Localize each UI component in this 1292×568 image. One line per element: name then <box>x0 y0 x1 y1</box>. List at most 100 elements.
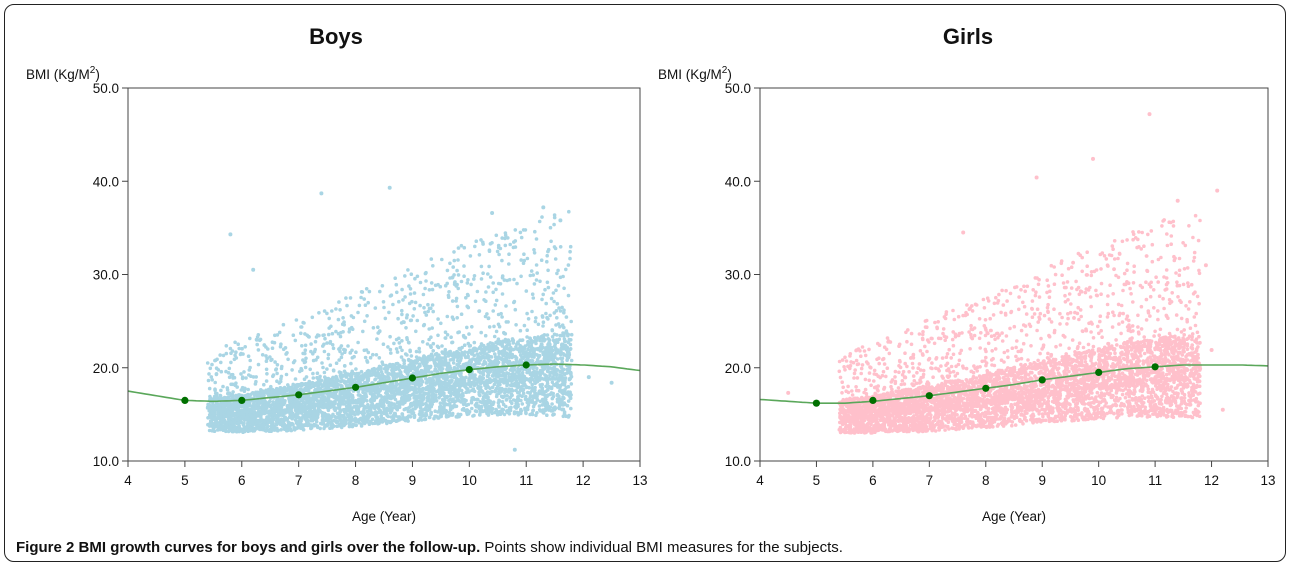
scatter-point <box>434 381 439 386</box>
scatter-point <box>497 252 501 257</box>
scatter-point <box>565 371 570 375</box>
scatter-point <box>494 329 499 334</box>
scatter-point <box>528 412 532 417</box>
scatter-point <box>443 384 448 388</box>
scatter-point <box>484 386 488 391</box>
scatter-point <box>397 365 401 369</box>
scatter-point <box>238 352 243 357</box>
scatter-point <box>533 229 537 234</box>
scatter-point <box>322 333 326 337</box>
scatter-point <box>260 353 265 357</box>
scatter-point <box>437 380 442 385</box>
scatter-point <box>447 290 451 294</box>
scatter-point <box>462 397 467 402</box>
scatter-point <box>545 259 549 264</box>
scatter-point <box>462 264 466 268</box>
scatter-point <box>365 314 369 318</box>
scatter-point <box>445 268 450 273</box>
scatter-point <box>525 256 530 261</box>
scatter-point <box>262 424 266 429</box>
scatter-point <box>553 342 557 346</box>
scatter-point <box>434 389 439 394</box>
scatter-point <box>338 373 343 378</box>
scatter-point <box>256 333 261 337</box>
scatter-point <box>522 323 527 328</box>
scatter-point <box>564 267 568 272</box>
scatter-point <box>427 376 432 381</box>
scatter-point <box>445 281 450 286</box>
scatter-point <box>333 407 337 412</box>
scatter-point <box>347 377 351 382</box>
scatter-point <box>219 388 223 393</box>
scatter-point <box>323 379 327 384</box>
scatter-point <box>559 357 564 361</box>
scatter-point <box>384 366 388 371</box>
scatter-point <box>551 291 556 295</box>
scatter-point <box>535 366 539 371</box>
scatter-point <box>262 393 266 398</box>
scatter-point <box>495 373 500 378</box>
scatter-point <box>315 424 320 429</box>
scatter-point <box>208 422 212 427</box>
scatter-point <box>505 371 509 375</box>
scatter-point <box>394 347 399 351</box>
scatter-point <box>420 379 425 384</box>
scatter-point <box>503 243 508 248</box>
scatter-point <box>544 375 549 379</box>
scatter-point <box>321 365 325 370</box>
scatter-point <box>479 330 484 335</box>
scatter-point <box>476 355 480 360</box>
scatter-point <box>421 340 425 344</box>
scatter-point <box>475 289 480 294</box>
scatter-point <box>504 356 508 361</box>
scatter-point <box>525 370 529 375</box>
scatter-point <box>558 245 563 249</box>
scatter-point <box>416 418 421 423</box>
scatter-point <box>374 353 379 357</box>
scatter-point <box>381 383 386 388</box>
scatter-point <box>538 399 543 404</box>
scatter-point <box>403 274 407 278</box>
scatter-point <box>414 355 419 359</box>
scatter-point <box>510 401 514 406</box>
scatter-point <box>257 338 262 343</box>
scatter-point <box>408 348 412 353</box>
scatter-point <box>447 398 451 403</box>
scatter-point <box>534 338 539 343</box>
scatter-point <box>479 277 484 281</box>
scatter-point <box>212 416 216 420</box>
scatter-point <box>528 336 532 341</box>
scatter-point <box>303 343 308 348</box>
scatter-point <box>444 375 448 379</box>
scatter-point <box>266 424 270 429</box>
x-axis-label-boys: Age (Year) <box>352 509 416 524</box>
scatter-point <box>440 344 444 348</box>
scatter-point <box>279 374 284 379</box>
scatter-point <box>502 377 506 382</box>
scatter-point <box>316 406 321 411</box>
scatter-point <box>316 377 321 382</box>
scatter-point <box>306 334 311 339</box>
scatter-point <box>518 328 523 333</box>
scatter-point <box>389 351 393 355</box>
scatter-point <box>569 319 573 324</box>
scatter-point <box>237 346 241 351</box>
scatter-point <box>311 371 315 376</box>
scatter-point <box>334 307 338 311</box>
scatter-point <box>366 300 371 305</box>
scatter-point <box>555 271 559 276</box>
scatter-point <box>294 318 299 322</box>
scatter-point <box>524 358 529 362</box>
scatter-point <box>506 320 510 324</box>
scatter-point <box>568 347 573 351</box>
scatter-point <box>224 344 229 348</box>
scatter-point <box>486 272 490 276</box>
scatter-point <box>503 231 508 235</box>
scatter-point <box>366 350 371 355</box>
scatter-point <box>462 274 466 279</box>
scatter-point <box>509 405 513 410</box>
scatter-point <box>516 340 520 345</box>
scatter-point <box>490 374 495 378</box>
scatter-point <box>395 350 400 354</box>
